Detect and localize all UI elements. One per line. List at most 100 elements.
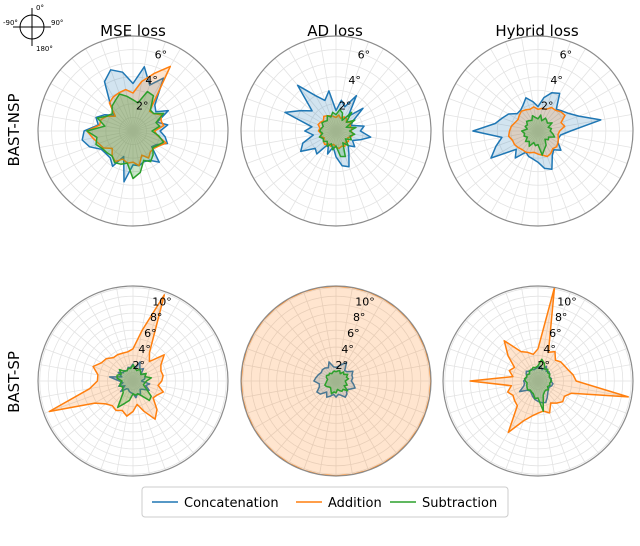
grid-spoke <box>242 364 337 382</box>
grid-ring <box>259 304 413 458</box>
grid-spoke <box>85 130 134 214</box>
grid-spoke <box>246 348 337 382</box>
grid-spoke <box>246 98 337 132</box>
series-addition <box>469 286 629 434</box>
grid-spoke <box>132 287 150 382</box>
radar-bast-sp-ad-loss: 2° 4° 6° 8° 10° <box>240 285 432 477</box>
polar-spine <box>37 35 229 227</box>
grid-spoke <box>132 57 195 132</box>
grid-ring <box>308 103 364 159</box>
legend-label-subtraction: Subtraction <box>422 496 497 511</box>
series-addition <box>48 294 166 420</box>
grid-spoke <box>274 130 337 205</box>
radial-tick-label: 4° <box>145 74 158 87</box>
column-title-hybrid: Hybrid loss <box>495 22 578 40</box>
grid-spoke <box>132 348 223 382</box>
radial-tick-label: 4° <box>341 343 354 356</box>
grid-spoke <box>132 41 166 132</box>
grid-spoke <box>71 130 134 205</box>
series-concatenation <box>313 361 356 398</box>
radial-tick-label: 2° <box>339 100 352 113</box>
legend: Concatenation Addition Subtraction <box>141 486 509 518</box>
grid-ring <box>318 363 354 399</box>
compass-label-west: -90° <box>3 19 18 27</box>
grid-spoke <box>537 130 555 225</box>
grid-ring <box>91 89 175 173</box>
grid-spoke <box>455 333 539 382</box>
grid-spoke <box>132 364 227 382</box>
radial-tick-label: 6° <box>560 49 573 62</box>
grid-spoke <box>455 130 539 179</box>
series-concatenation <box>81 66 170 183</box>
grid-spoke <box>490 380 539 464</box>
compass-label-north: 0° <box>36 4 44 12</box>
series-subtraction <box>318 108 357 158</box>
grid-ring <box>512 355 564 407</box>
grid-spoke <box>319 287 337 382</box>
grid-spoke <box>537 291 571 382</box>
grid-ring <box>242 287 430 475</box>
grid-ring <box>98 346 168 416</box>
grid-spoke <box>444 114 539 132</box>
grid-spoke <box>274 307 337 382</box>
radar-panels: 2° 4° 6° 2° 4° 6° 2° 4° 6° 2° 4° 6° 8° 10° 2° 4° 6° 8° 10°… <box>37 35 634 477</box>
grid-spoke <box>132 130 166 221</box>
grid-spoke <box>537 57 600 132</box>
grid-spoke <box>521 287 539 382</box>
legend-frame <box>141 486 509 518</box>
radar-bast-nsp-hybrid-loss: 2° 4° 6° <box>442 35 634 227</box>
radial-tick-label: 10° <box>355 295 375 308</box>
grid-spoke <box>288 380 337 464</box>
column-title-ad: AD loss <box>307 22 363 40</box>
row-label-sp: BAST-SP <box>5 351 23 413</box>
grid-ring <box>301 346 371 416</box>
grid-spoke <box>132 380 207 443</box>
grid-spoke <box>253 333 337 382</box>
grid-spoke <box>335 130 430 148</box>
grid-ring <box>495 338 581 424</box>
grid-spoke <box>444 380 539 398</box>
grid-spoke <box>132 37 150 132</box>
grid-spoke <box>537 41 571 132</box>
grid-spoke <box>39 130 134 148</box>
radial-tick-label: 6° <box>549 327 562 340</box>
compass-label-east: 90° <box>51 19 63 27</box>
grid-spoke <box>262 380 337 443</box>
grid-spoke <box>100 291 134 382</box>
grid-spoke <box>335 83 419 132</box>
grid-ring <box>281 76 391 186</box>
grid-spoke <box>335 130 353 225</box>
polar-grid <box>38 36 228 226</box>
grid-ring <box>486 329 590 433</box>
row-label-nsp: BAST-NSP <box>5 93 23 166</box>
grid-spoke <box>490 298 539 382</box>
radial-tick-label: 8° <box>353 311 366 324</box>
grid-spoke <box>132 291 166 382</box>
radial-tick-label: 6° <box>155 49 168 62</box>
series-subtraction <box>520 114 556 156</box>
radar-bast-nsp-ad-loss: 2° 4° 6° <box>240 35 432 227</box>
grid-ring <box>478 321 598 441</box>
grid-spoke <box>132 130 216 179</box>
grid-spoke <box>274 57 337 132</box>
grid-spoke <box>85 48 134 132</box>
grid-spoke <box>448 348 539 382</box>
radial-tick-label: 6° <box>358 49 371 62</box>
grid-spoke <box>319 37 337 132</box>
grid-spoke <box>59 130 134 193</box>
grid-spoke <box>132 380 195 455</box>
grid-spoke <box>50 380 134 429</box>
grid-spoke <box>132 114 227 132</box>
polar-grid <box>443 286 633 476</box>
series-subtraction <box>116 364 153 409</box>
grid-ring <box>119 117 147 145</box>
grid-spoke <box>537 130 600 205</box>
series-subtraction <box>523 358 553 412</box>
grid-spoke <box>476 57 539 132</box>
grid-ring <box>483 76 593 186</box>
grid-spoke <box>335 380 430 398</box>
radial-tick-label: 4° <box>550 74 563 87</box>
grid-ring <box>456 49 620 213</box>
grid-spoke <box>85 298 134 382</box>
grid-spoke <box>537 380 555 475</box>
